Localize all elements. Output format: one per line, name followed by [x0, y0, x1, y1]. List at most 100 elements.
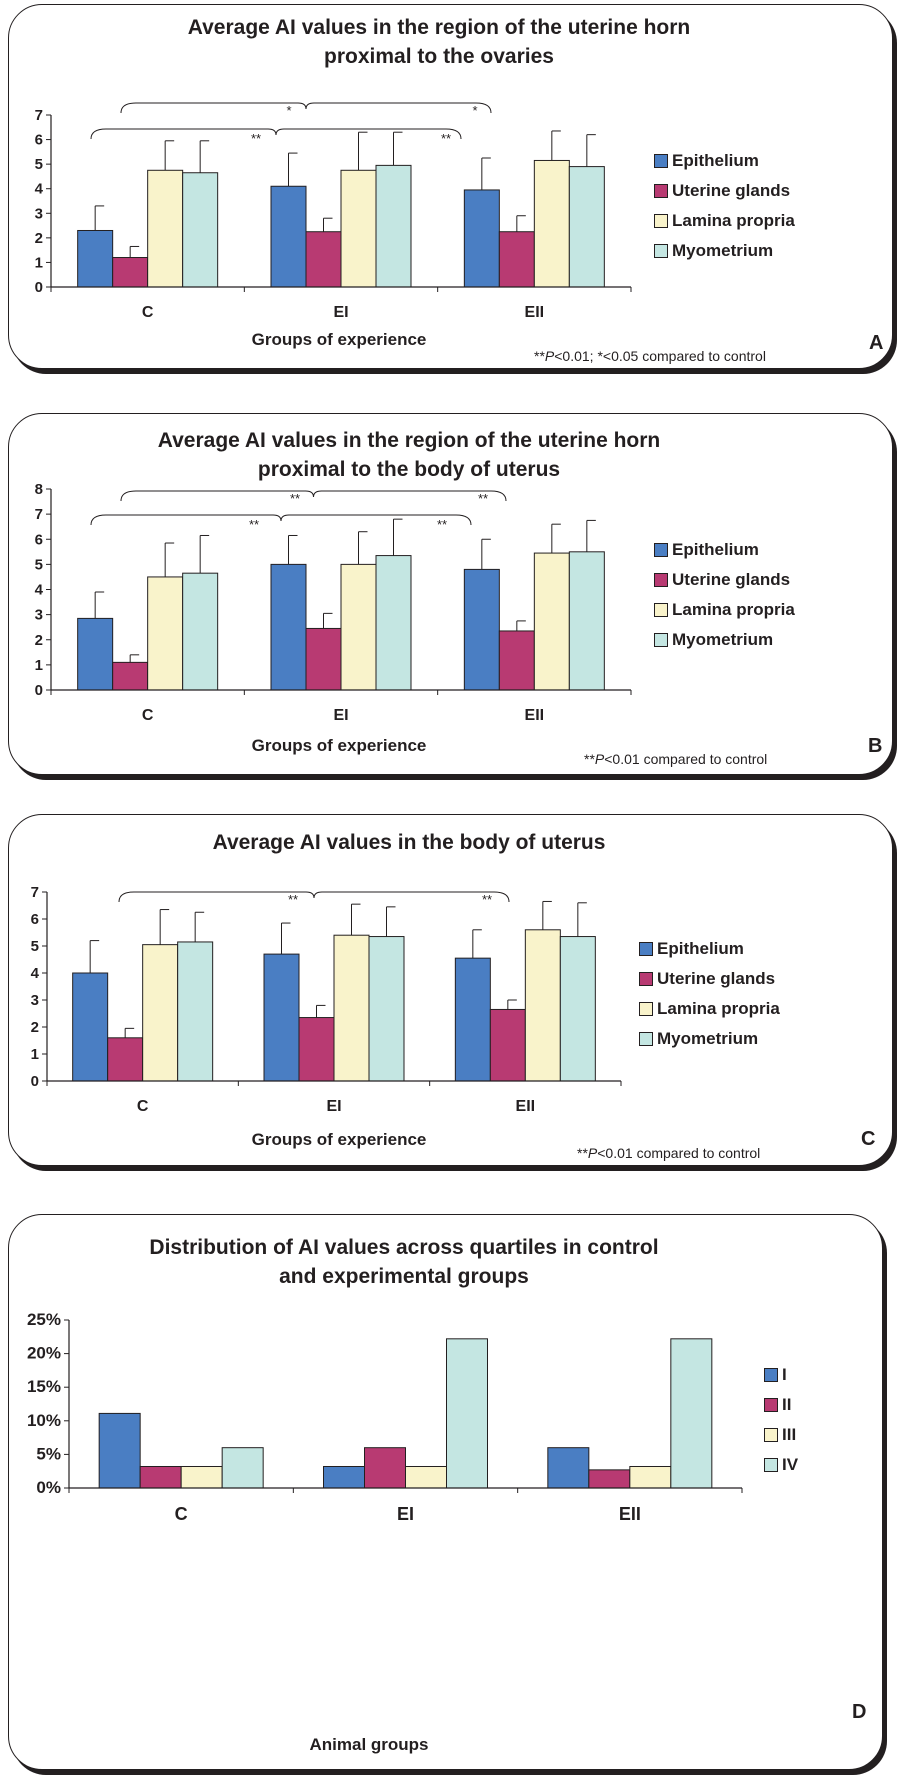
legend-label: I — [782, 1365, 787, 1384]
legend-item-myometrium: Myometrium — [654, 236, 795, 266]
x-tick-label: EI — [397, 1504, 414, 1524]
x-tick-label: EI — [326, 1098, 341, 1115]
significance-label: ** — [249, 517, 259, 532]
bar — [533, 552, 570, 691]
bar — [368, 936, 405, 1082]
bar — [72, 972, 109, 1082]
bar — [333, 934, 370, 1082]
significance-bracket — [120, 490, 507, 502]
bar — [270, 563, 307, 691]
significance-bracket — [90, 128, 462, 140]
significance-label: ** — [437, 517, 447, 532]
bar — [489, 1008, 526, 1082]
bar — [364, 1447, 406, 1489]
y-tick-label: 7 — [31, 884, 39, 901]
y-tick-label: 6 — [31, 911, 39, 928]
bar — [446, 1338, 488, 1489]
bar — [463, 189, 500, 288]
bar — [463, 568, 500, 691]
bar — [270, 185, 307, 288]
bar — [77, 229, 114, 288]
significance-label: ** — [288, 892, 298, 907]
bar — [298, 1017, 335, 1082]
significance-note: **P<0.01; *<0.05 compared to control — [534, 348, 766, 364]
y-tick-label: 15% — [27, 1377, 61, 1396]
chart-title: Average AI values in the region of the u… — [9, 13, 869, 71]
x-tick-label: EI — [333, 707, 348, 724]
bar — [147, 576, 184, 691]
significance-label: ** — [290, 491, 300, 506]
y-tick-label: 1 — [35, 657, 43, 674]
x-tick-label: C — [137, 1098, 149, 1115]
legend-label: Lamina propria — [672, 600, 795, 619]
x-tick-label: EII — [525, 707, 545, 724]
note-prefix: ** — [534, 348, 545, 364]
x-tick-label: EII — [525, 304, 545, 321]
note-p: P — [544, 348, 555, 364]
x-tick-label: EII — [516, 1098, 536, 1115]
legend-label: Lamina propria — [672, 211, 795, 230]
legend-label: Epithelium — [672, 151, 759, 170]
legend-item-uterine-glands: Uterine glands — [654, 176, 795, 206]
legend-item-i: I — [764, 1360, 798, 1390]
panel-letter: B — [868, 735, 883, 757]
bar — [454, 957, 491, 1082]
chart-title-line-2: and experimental groups — [279, 1265, 529, 1288]
legend-swatch — [654, 154, 668, 168]
legend: Epithelium Uterine glands Lamina propria… — [654, 146, 795, 266]
bar — [588, 1469, 631, 1489]
significance-bracket — [90, 514, 472, 526]
y-tick-label: 20% — [27, 1344, 61, 1363]
legend-item-lamina-propria: Lamina propria — [654, 206, 795, 236]
y-tick-label: 7 — [35, 107, 43, 124]
bar — [182, 572, 219, 691]
legend-item-myometrium: Myometrium — [639, 1024, 780, 1054]
y-tick-label: 2 — [35, 230, 43, 247]
chart-title-line-2: proximal to the ovaries — [324, 45, 554, 68]
chart-title: Average AI values in the body of uterus — [9, 828, 809, 857]
y-tick-label: 6 — [35, 531, 43, 548]
legend-label: Myometrium — [672, 241, 774, 260]
legend-swatch — [764, 1398, 778, 1412]
legend-label: III — [782, 1425, 797, 1444]
bar — [524, 929, 561, 1082]
bar-chart-c: 0 1 2 3 4 5 6 7 C EI EII ** ** — [31, 884, 622, 1115]
legend: Epithelium Uterine glands Lamina propria… — [639, 934, 780, 1054]
legend-item-iv: IV — [764, 1450, 798, 1480]
bar — [547, 1447, 590, 1489]
bar-chart-b: 0 1 2 3 4 5 6 7 8 C EI EII ** ** ** ** — [35, 481, 632, 724]
legend-item-myometrium: Myometrium — [654, 625, 795, 655]
bar — [177, 941, 214, 1082]
significance-label: ** — [482, 892, 492, 907]
legend-item-uterine-glands: Uterine glands — [654, 565, 795, 595]
bar — [533, 159, 570, 288]
chart-title: Distribution of AI values across quartil… — [9, 1233, 799, 1291]
bar-chart-d: 0% 5% 10% 15% 20% 25% C EI EII — [27, 1310, 743, 1524]
legend-swatch — [639, 1032, 653, 1046]
legend-swatch — [639, 1002, 653, 1016]
y-tick-label: 5 — [31, 938, 39, 955]
x-tick-label: EII — [619, 1504, 641, 1524]
panel-letter: C — [861, 1128, 876, 1150]
y-tick-label: 0 — [35, 682, 43, 699]
x-tick-label: C — [142, 707, 154, 724]
legend-swatch — [764, 1368, 778, 1382]
x-tick-label: C — [142, 304, 154, 321]
y-tick-label: 3 — [35, 205, 43, 222]
significance-label: * — [472, 103, 477, 118]
legend: I II III IV — [764, 1360, 798, 1480]
panel-letter: D — [852, 1701, 867, 1723]
legend-label: Uterine glands — [672, 570, 791, 589]
legend-swatch — [654, 244, 668, 258]
y-tick-label: 1 — [35, 254, 43, 271]
y-tick-label: 0 — [31, 1073, 39, 1090]
legend-label: Uterine glands — [672, 181, 791, 200]
legend-swatch — [764, 1458, 778, 1472]
y-tick-label: 4 — [31, 965, 40, 982]
y-tick-label: 25% — [27, 1310, 61, 1329]
y-tick-label: 0% — [36, 1478, 61, 1497]
chart-title-line-1: Average AI values in the body of uterus — [212, 831, 606, 854]
legend-item-epithelium: Epithelium — [654, 146, 795, 176]
bar — [147, 169, 184, 288]
note-p: P — [594, 751, 605, 767]
